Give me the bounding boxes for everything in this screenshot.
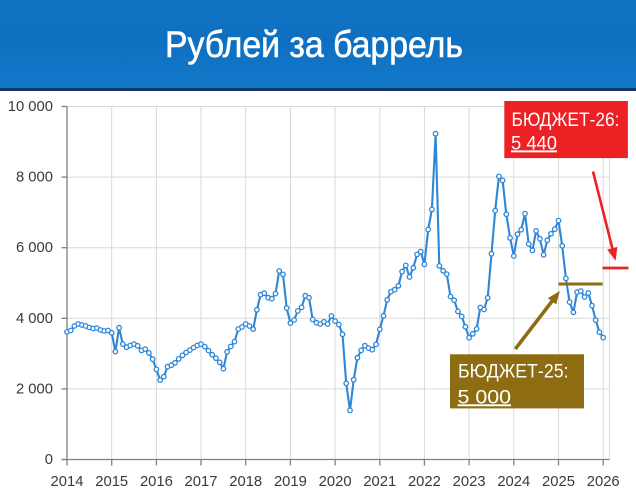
svg-text:2023: 2023: [453, 474, 486, 490]
svg-text:Рублей за баррель: Рублей за баррель: [165, 24, 463, 65]
svg-text:5 440: 5 440: [511, 132, 557, 154]
svg-text:5 000: 5 000: [458, 386, 512, 408]
svg-text:2014: 2014: [51, 474, 84, 490]
svg-text:2020: 2020: [319, 474, 352, 490]
svg-text:БЮДЖЕТ-25:: БЮДЖЕТ-25:: [458, 361, 569, 383]
svg-text:2026: 2026: [587, 474, 620, 490]
svg-text:2024: 2024: [497, 474, 530, 490]
svg-text:4 000: 4 000: [16, 311, 53, 327]
svg-text:2021: 2021: [363, 474, 396, 490]
svg-text:2019: 2019: [274, 474, 307, 490]
svg-text:2016: 2016: [140, 474, 173, 490]
svg-text:6 000: 6 000: [16, 240, 53, 256]
svg-text:2022: 2022: [408, 474, 441, 490]
svg-text:2017: 2017: [185, 474, 218, 490]
svg-text:2025: 2025: [542, 474, 575, 490]
svg-text:2015: 2015: [95, 474, 128, 490]
svg-text:0: 0: [45, 452, 53, 468]
svg-text:2018: 2018: [229, 474, 262, 490]
svg-text:БЮДЖЕТ-26:: БЮДЖЕТ-26:: [512, 109, 620, 131]
svg-text:2 000: 2 000: [16, 381, 53, 397]
svg-text:8 000: 8 000: [16, 170, 53, 186]
svg-text:10 000: 10 000: [8, 99, 53, 115]
